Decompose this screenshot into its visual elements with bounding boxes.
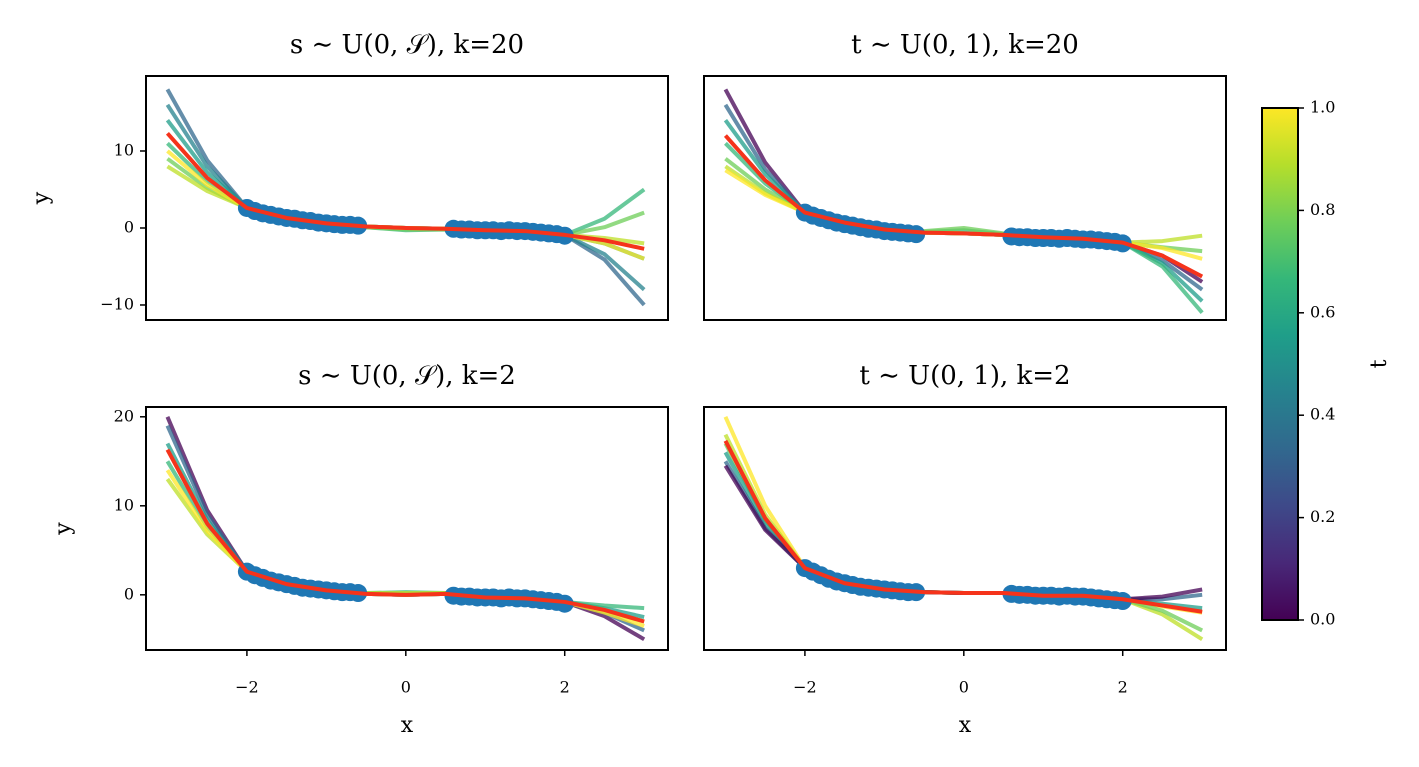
colorbar-tick-label: 0.2 [1310,507,1335,526]
colorbar-tick-label: 0.0 [1310,610,1335,629]
y-axis-label: y [29,191,54,205]
colorbar-tick-label: 1.0 [1310,98,1335,117]
mean-curve [723,439,1203,614]
subplot-title: s ∼ U(0, 𝒮), k=20 [290,30,524,60]
plot-area [723,88,1204,314]
sample-curve [723,88,1204,284]
x-tick-label: −2 [235,678,259,697]
y-tick-label: 20 [114,406,134,425]
axes-frame [145,75,669,321]
mean-curve [723,134,1204,279]
plot-area [165,416,646,642]
y-tick-label: 0 [124,217,134,236]
y-tick-label: 10 [114,495,134,514]
mean-curve [165,448,645,624]
sample-curve [165,103,646,292]
sample-curve [723,415,1203,615]
subplot-title: s ∼ U(0, 𝒮), k=2 [298,361,516,391]
x-axis-label: x [959,713,972,738]
sample-curve [723,451,1203,611]
colorbar-tick-label: 0.6 [1310,302,1335,321]
x-tick-label: −2 [793,678,817,697]
colorbar-tick-label: 0.4 [1310,405,1335,424]
axes-frame [703,75,1227,321]
axes-frame [145,406,669,651]
plot-area [723,415,1204,642]
x-tick-label: 0 [959,678,969,697]
colorbar-tick-label: 0.8 [1310,200,1335,219]
colorbar [1261,107,1299,621]
x-tick-label: 0 [401,678,411,697]
plot-area [165,88,646,307]
axes-frame [703,406,1227,651]
y-tick-label: 0 [124,584,134,603]
sample-curve [166,141,646,237]
y-tick-label: −10 [100,294,134,313]
sample-curve [723,464,1203,602]
sample-curve [723,103,1204,292]
x-tick-label: 2 [560,678,570,697]
mean-curve [165,131,645,251]
colorbar-label: t [1367,359,1392,368]
sample-curve [723,433,1204,642]
sample-curve [723,460,1203,602]
y-tick-label: 10 [114,140,134,159]
y-axis-label: y [51,522,76,536]
subplot-title: t ∼ U(0, 1), k=2 [859,361,1070,391]
x-tick-label: 2 [1118,678,1128,697]
sample-curve [165,460,645,611]
x-axis-label: x [401,713,414,738]
subplot-title: t ∼ U(0, 1), k=20 [851,30,1079,60]
